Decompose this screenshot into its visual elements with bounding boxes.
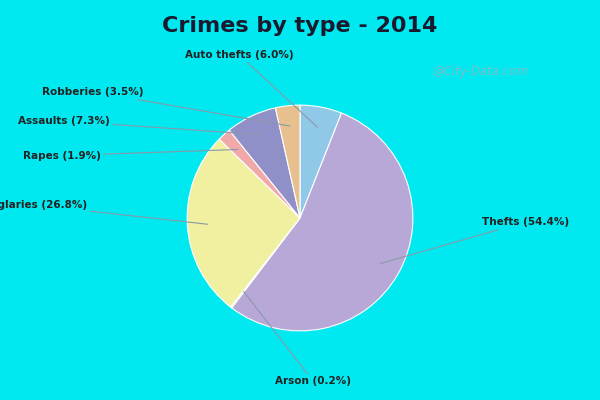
Wedge shape [275,105,300,218]
Wedge shape [230,218,300,308]
Wedge shape [187,139,300,307]
Wedge shape [300,105,341,218]
Text: Auto thefts (6.0%): Auto thefts (6.0%) [185,50,317,127]
Text: @City-Data.com: @City-Data.com [432,66,528,78]
Text: Crimes by type - 2014: Crimes by type - 2014 [163,16,437,36]
Wedge shape [232,113,413,331]
Text: Burglaries (26.8%): Burglaries (26.8%) [0,200,208,224]
Wedge shape [229,108,300,218]
Text: Thefts (54.4%): Thefts (54.4%) [380,217,569,264]
Text: Assaults (7.3%): Assaults (7.3%) [19,116,260,135]
Text: Rapes (1.9%): Rapes (1.9%) [23,150,238,160]
Wedge shape [219,130,300,218]
Text: Robberies (3.5%): Robberies (3.5%) [42,87,290,126]
Text: Arson (0.2%): Arson (0.2%) [244,291,351,386]
